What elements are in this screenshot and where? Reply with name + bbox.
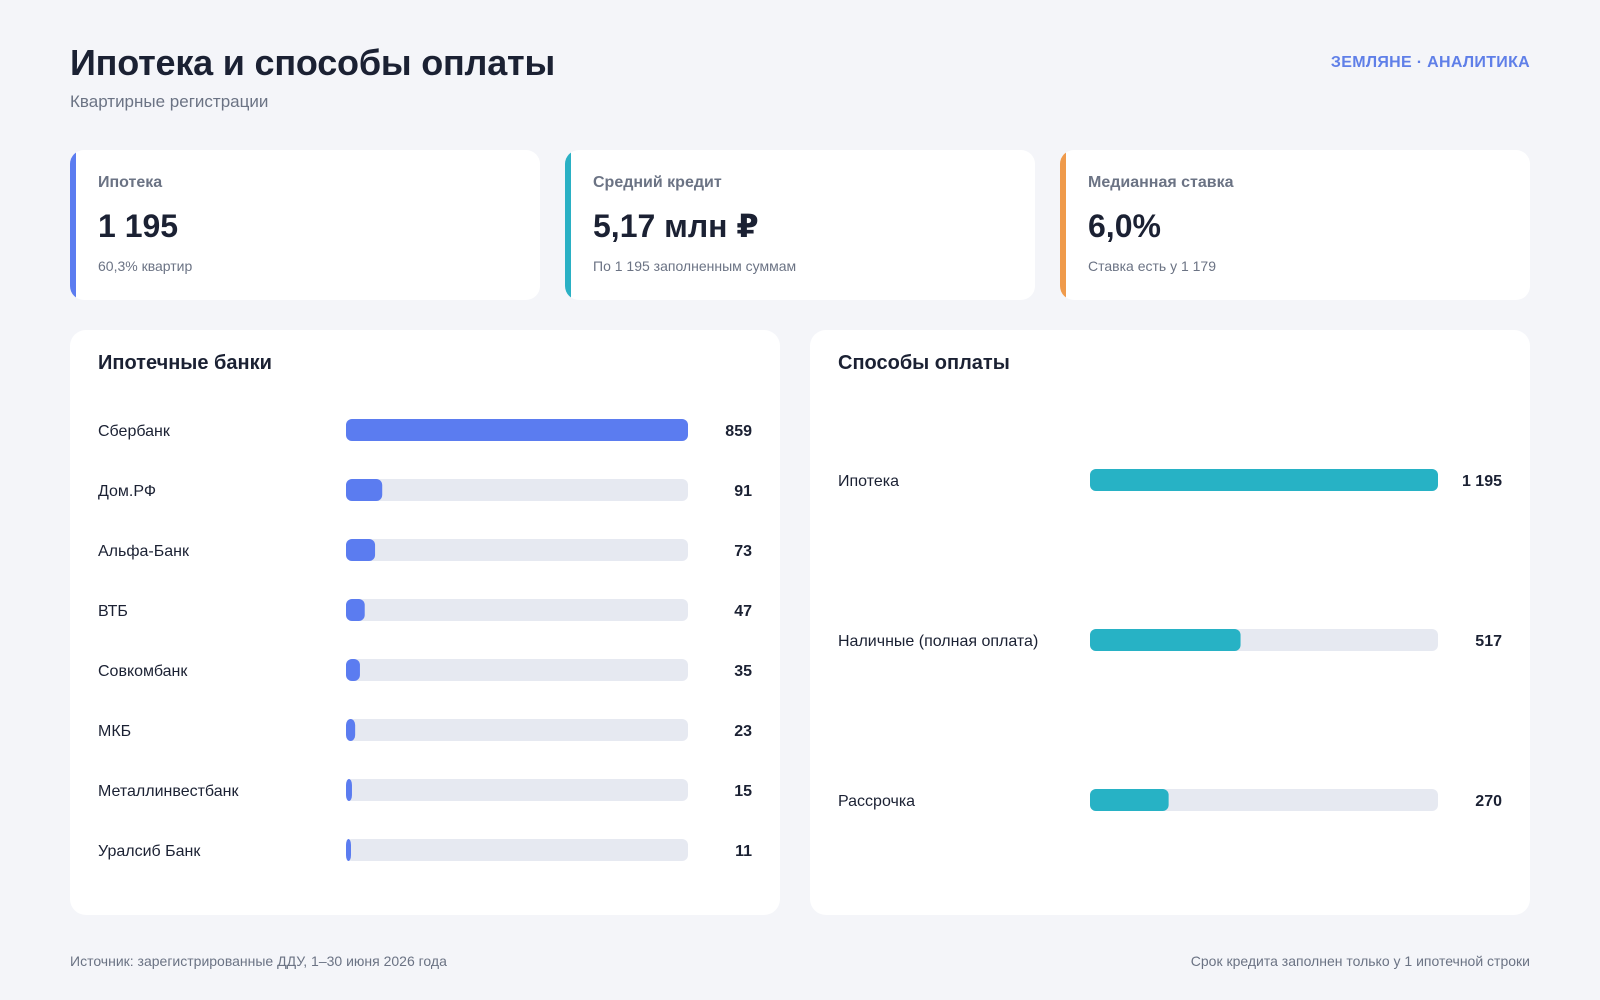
category-label: Альфа-Банк (98, 543, 190, 560)
kpi-value: 6,0% (1088, 208, 1161, 244)
kpi-card-mortgage: Ипотека 1 195 60,3% квартир (70, 150, 540, 300)
bar-row: Дом.РФ 91 (98, 479, 752, 501)
chart-title: Способы оплаты (838, 352, 1010, 374)
bar-track (346, 659, 688, 681)
bar-row: Ипотека 1 195 (838, 469, 1502, 491)
category-label: Ипотека (838, 473, 899, 490)
bar (1090, 469, 1438, 491)
chart-title: Ипотечные банки (98, 352, 272, 374)
bar (346, 839, 351, 861)
footer-source: Источник: зарегистрированные ДДУ, 1–30 и… (70, 953, 447, 969)
page-subtitle: Квартирные регистрации (70, 92, 269, 111)
kpi-row: Ипотека 1 195 60,3% квартир Средний кред… (70, 150, 1530, 300)
value-label: 859 (725, 423, 752, 440)
value-label: 270 (1475, 793, 1502, 810)
bar-track (346, 479, 688, 501)
bar (346, 419, 688, 441)
value-label: 1 195 (1462, 473, 1502, 490)
banks-bar-chart: Сбербанк 859 Дом.РФ 91 Альфа-Банк 73 ВТБ 47 Совк… (98, 419, 752, 861)
kpi-label: Ипотека (98, 174, 163, 191)
kpi-label: Медианная ставка (1088, 174, 1234, 191)
value-label: 47 (734, 603, 752, 620)
category-label: Металлинвестбанк (98, 783, 239, 800)
bar-row: Сбербанк 859 (98, 419, 752, 441)
value-label: 91 (734, 483, 752, 500)
kpi-card-avg-loan: Средний кредит 5,17 млн ₽ По 1 195 запол… (565, 150, 1035, 300)
category-label: МКБ (98, 723, 131, 740)
bar-track (346, 839, 688, 861)
bar-row: ВТБ 47 (98, 599, 752, 621)
kpi-value: 1 195 (98, 208, 179, 244)
page-title: Ипотека и способы оплаты (70, 42, 556, 83)
bar (346, 599, 365, 621)
value-label: 517 (1475, 633, 1502, 650)
bar-row: Рассрочка 270 (838, 789, 1502, 811)
kpi-label: Средний кредит (593, 174, 722, 191)
bar-track (1090, 789, 1438, 811)
bar (346, 659, 360, 681)
bar (346, 479, 383, 501)
value-label: 23 (734, 723, 752, 740)
banks-chart-panel: Ипотечные банки Сбербанк 859 Дом.РФ 91 Альфа… (70, 330, 780, 915)
bar-row: Совкомбанк 35 (98, 659, 752, 681)
category-label: Дом.РФ (98, 483, 156, 500)
bar-track (346, 599, 688, 621)
bar (346, 539, 376, 561)
footer-note: Срок кредита заполнен только у 1 ипотечн… (1190, 953, 1530, 969)
category-label: Наличные (полная оплата) (838, 633, 1038, 650)
kpi-note: Ставка есть у 1 179 (1088, 258, 1217, 274)
bar-track (346, 539, 688, 561)
value-label: 35 (734, 663, 752, 680)
kpi-note: 60,3% квартир (98, 258, 193, 274)
payment-methods-bar-chart: Ипотека 1 195 Наличные (полная оплата) 517 Р… (838, 469, 1502, 811)
value-label: 15 (734, 783, 752, 800)
bar (346, 779, 352, 801)
bar-track (346, 719, 688, 741)
bar (1090, 629, 1241, 651)
page-header: Ипотека и способы оплаты Квартирные реги… (70, 40, 1530, 130)
bar (1090, 789, 1169, 811)
value-label: 73 (734, 543, 752, 560)
bar (346, 719, 356, 741)
bar-row: МКБ 23 (98, 719, 752, 741)
bar-row: Наличные (полная оплата) 517 (838, 629, 1502, 651)
bar-row: Уралсиб Банк 11 (98, 839, 752, 861)
bar-row: Металлинвестбанк 15 (98, 779, 752, 801)
kpi-accent-bar (70, 150, 76, 300)
payment-chart-panel: Способы оплаты Ипотека 1 195 Наличные (пол… (810, 330, 1530, 915)
bar-track (346, 779, 688, 801)
value-label: 11 (735, 843, 752, 860)
kpi-value: 5,17 млн ₽ (593, 208, 759, 244)
kpi-accent-bar (565, 150, 571, 300)
category-label: Сбербанк (98, 423, 171, 440)
bar-row: Альфа-Банк 73 (98, 539, 752, 561)
category-label: Рассрочка (838, 793, 915, 810)
category-label: Совкомбанк (98, 663, 188, 680)
kpi-card-median-rate: Медианная ставка 6,0% Ставка есть у 1 17… (1060, 150, 1530, 300)
kpi-note: По 1 195 заполненным суммам (593, 258, 797, 274)
category-label: Уралсиб Банк (98, 843, 201, 860)
kpi-accent-bar (1060, 150, 1066, 300)
brand-label: ЗЕМЛЯНЕ · АНАЛИТИКА (1330, 54, 1530, 71)
category-label: ВТБ (98, 603, 128, 620)
